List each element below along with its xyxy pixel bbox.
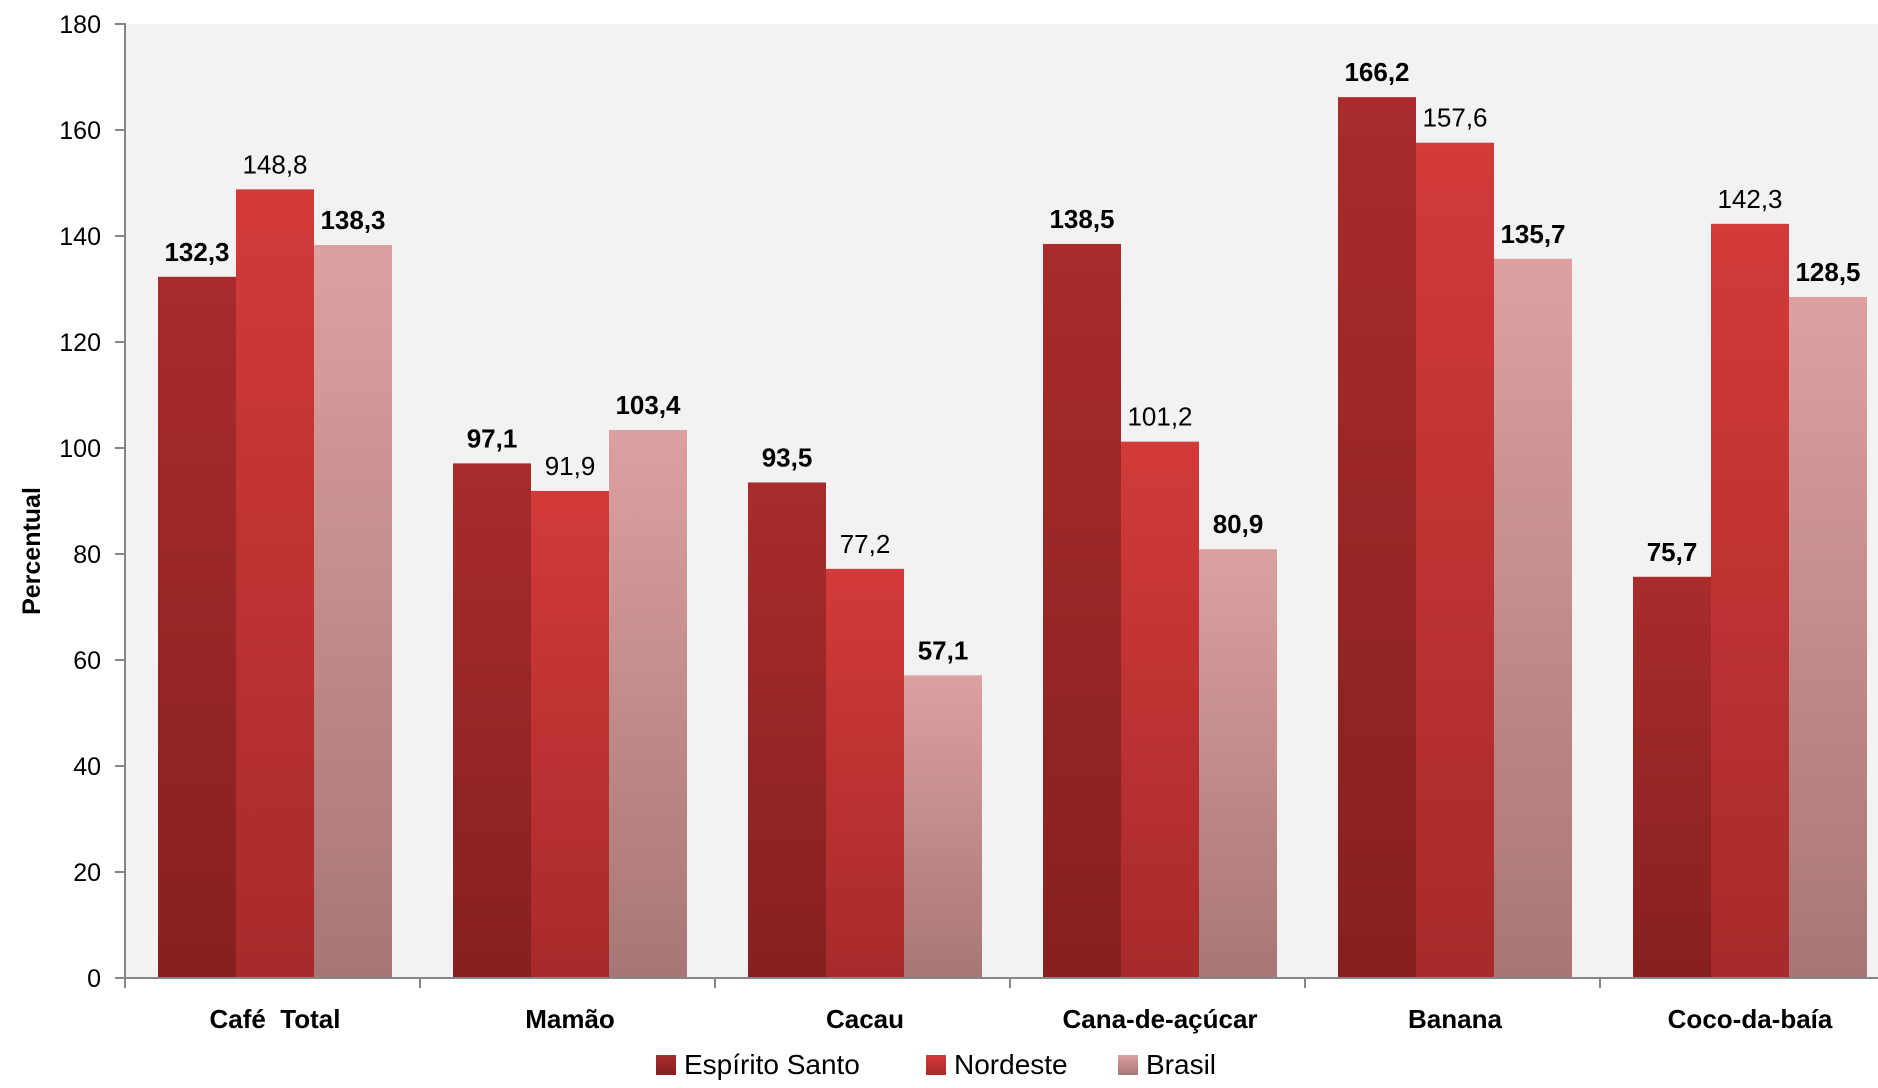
bar-espírito-santo-5 xyxy=(1633,576,1711,978)
bar-brasil-1 xyxy=(609,429,687,979)
y-tick-label: 60 xyxy=(73,647,101,675)
data-label: 91,9 xyxy=(545,451,596,481)
bar-brasil-0 xyxy=(314,245,392,978)
bar-brasil-2 xyxy=(904,675,982,978)
bar-espírito-santo-0 xyxy=(158,276,236,978)
data-label: 157,6 xyxy=(1422,103,1487,133)
y-tick-label: 80 xyxy=(73,541,101,569)
bar-brasil-5 xyxy=(1789,296,1867,978)
legend-swatch-brasil xyxy=(1118,1055,1138,1075)
bar-nordeste-4 xyxy=(1416,142,1494,979)
data-label: 80,9 xyxy=(1213,509,1264,539)
bar-espírito-santo-3 xyxy=(1043,243,1121,978)
y-tick-label: 40 xyxy=(73,753,101,781)
y-tick-label: 100 xyxy=(59,435,101,463)
bar-espírito-santo-1 xyxy=(453,463,531,978)
bar-brasil-4 xyxy=(1494,258,1572,978)
axes-group: 0 20 40 60 80 100 120 140 160 180 Café Total Mamão C… xyxy=(18,11,1878,1034)
y-tick-label: 140 xyxy=(59,223,101,251)
data-label: 138,5 xyxy=(1049,204,1114,234)
legend-label: Espírito Santo xyxy=(684,1049,860,1080)
bar-nordeste-3 xyxy=(1121,441,1199,978)
bar-nordeste-5 xyxy=(1711,223,1789,978)
data-label: 142,3 xyxy=(1717,184,1782,214)
x-tick-label: Coco-da-baía xyxy=(1668,1004,1833,1034)
legend-swatch-espírito-santo xyxy=(656,1055,676,1075)
plot-area xyxy=(125,24,1878,978)
data-label: 166,2 xyxy=(1344,57,1409,87)
bar-nordeste-0 xyxy=(236,189,314,979)
y-tick-label: 180 xyxy=(59,11,101,39)
data-label: 97,1 xyxy=(467,423,518,453)
data-label: 101,2 xyxy=(1127,402,1192,432)
data-label: 75,7 xyxy=(1647,537,1698,567)
legend: Espírito Santo Nordeste Brasil xyxy=(656,1049,1216,1080)
y-tick-label: 0 xyxy=(87,965,101,993)
bar-nordeste-2 xyxy=(826,568,904,978)
bar-espírito-santo-4 xyxy=(1338,97,1416,978)
x-tick-label: Banana xyxy=(1408,1004,1502,1034)
bar-espírito-santo-2 xyxy=(748,482,826,978)
bar-brasil-3 xyxy=(1199,549,1277,978)
x-tick-label: Mamão xyxy=(525,1004,615,1034)
data-label: 57,1 xyxy=(918,635,969,665)
data-labels-group: 132,3 148,8 138,3 97,1 91,9 103,4 93,5 77,2 57,1… xyxy=(164,57,1860,665)
x-tick-label: Cacau xyxy=(826,1004,904,1034)
data-label: 148,8 xyxy=(242,149,307,179)
data-label: 132,3 xyxy=(164,237,229,267)
x-tick-label: Café Total xyxy=(210,1004,341,1034)
data-label: 128,5 xyxy=(1795,257,1860,287)
legend-label: Nordeste xyxy=(954,1049,1068,1080)
legend-swatch-nordeste xyxy=(926,1055,946,1075)
data-label: 93,5 xyxy=(762,442,813,472)
y-tick-label: 120 xyxy=(59,329,101,357)
bars-group xyxy=(158,97,1867,979)
y-tick-label: 160 xyxy=(59,117,101,145)
legend-label: Brasil xyxy=(1146,1049,1216,1080)
data-label: 77,2 xyxy=(840,529,891,559)
bar-nordeste-1 xyxy=(531,490,609,978)
data-label: 103,4 xyxy=(615,390,681,420)
data-label: 135,7 xyxy=(1500,219,1565,249)
x-tick-label: Cana-de-açúcar xyxy=(1062,1004,1257,1034)
y-tick-label: 20 xyxy=(73,859,101,887)
y-axis-title: Percentual xyxy=(18,487,46,615)
data-label: 138,3 xyxy=(320,205,385,235)
